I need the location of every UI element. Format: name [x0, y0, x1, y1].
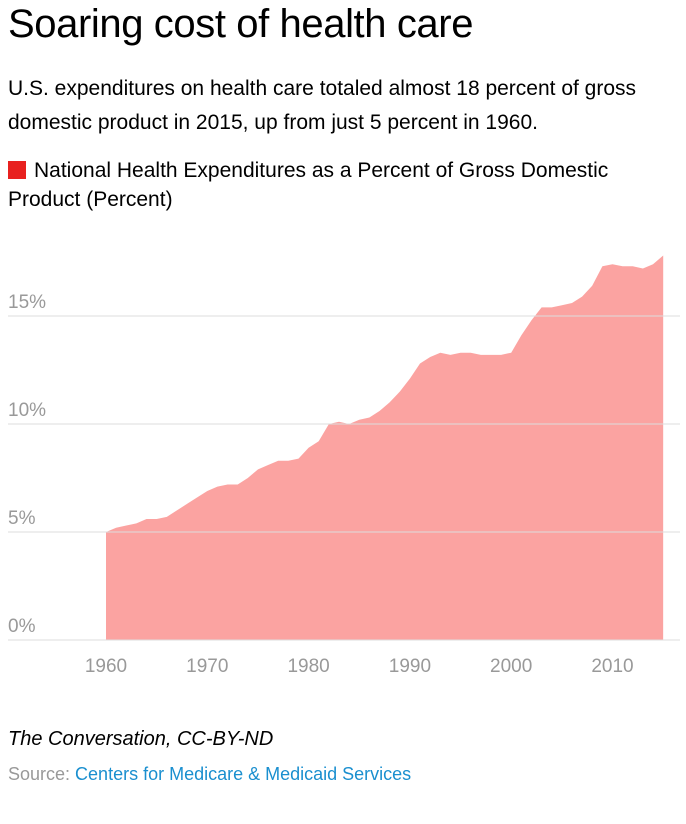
source-line: Source: Centers for Medicare & Medicaid …	[8, 764, 411, 785]
y-tick-label: 0%	[8, 616, 36, 637]
chart-legend: National Health Expenditures as a Percen…	[8, 156, 628, 214]
source-link[interactable]: Centers for Medicare & Medicaid Services	[75, 764, 412, 784]
legend-swatch	[8, 161, 26, 179]
x-tick-label: 1960	[85, 656, 127, 677]
x-tick-label: 1970	[186, 656, 228, 677]
chart-title: Soaring cost of health care	[8, 2, 474, 46]
y-tick-label: 15%	[8, 292, 46, 313]
area-chart: 0% 5% 10% 15% 1960 1970 1980 1990 2000 2010	[8, 255, 680, 677]
legend-label: National Health Expenditures as a Percen…	[8, 159, 609, 211]
x-tick-label: 1990	[389, 656, 431, 677]
credit-line: The Conversation, CC-BY-ND	[8, 728, 274, 750]
source-prefix: Source:	[8, 764, 76, 784]
x-tick-label: 1980	[287, 656, 329, 677]
x-tick-label: 2000	[490, 656, 532, 677]
x-tick-label: 2010	[591, 656, 633, 677]
y-tick-label: 5%	[8, 508, 36, 529]
chart-subtitle: U.S. expenditures on health care totaled…	[8, 77, 637, 134]
series-area	[106, 255, 664, 640]
y-tick-label: 10%	[8, 400, 46, 421]
